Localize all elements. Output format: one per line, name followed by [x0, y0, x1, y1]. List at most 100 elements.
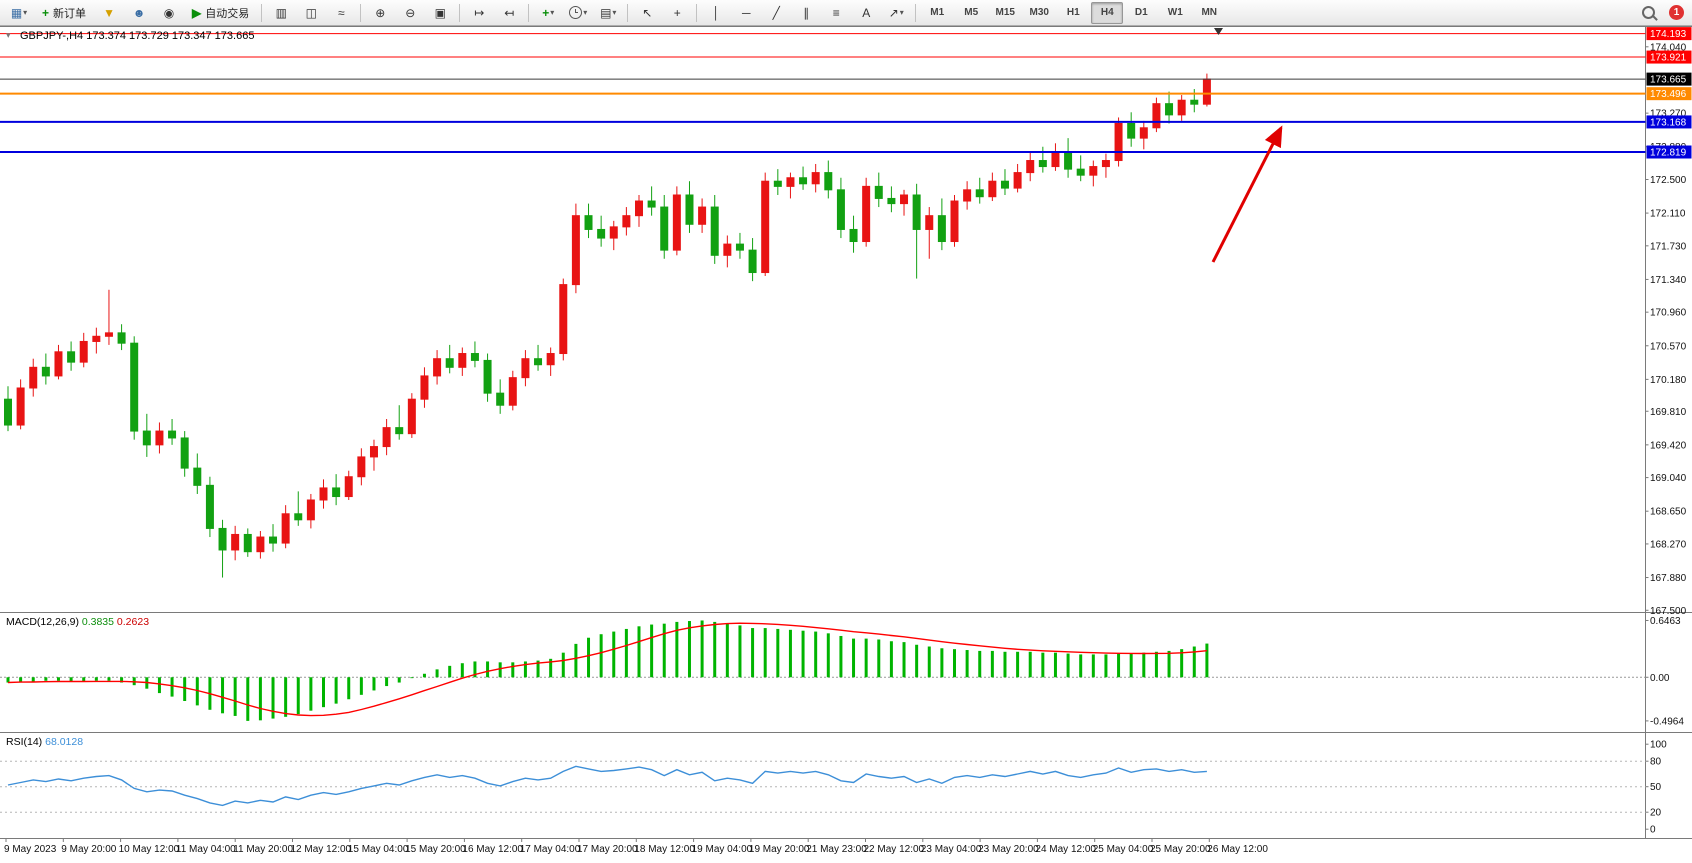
- auto-scroll-button[interactable]: ↦: [465, 2, 493, 24]
- rsi-axis-label: 80: [1650, 757, 1662, 768]
- community-button[interactable]: ◉: [155, 2, 183, 24]
- blue-level-line-1-tag: [1646, 115, 1692, 129]
- candle-body: [205, 484, 214, 529]
- notification-badge[interactable]: 1: [1669, 5, 1684, 20]
- candle-body: [571, 215, 580, 286]
- candle-body: [900, 194, 909, 205]
- chart-shift-marker[interactable]: [1214, 28, 1223, 35]
- timeframe-m1-button[interactable]: M1: [930, 7, 945, 18]
- candle-body: [54, 351, 63, 377]
- macd-name: MACD(12,26,9): [6, 616, 79, 628]
- candle-body: [950, 200, 959, 243]
- zoom-in-button[interactable]: ⊕: [366, 2, 394, 24]
- macd-value: 0.3835: [81, 616, 114, 628]
- vertical-line-tool-button[interactable]: │: [702, 2, 730, 24]
- candle-body: [925, 215, 934, 230]
- channel-tool-button[interactable]: ∥: [792, 2, 820, 24]
- orange-level-line-tag-label: 173.496: [1650, 89, 1687, 100]
- cursor-tool-button[interactable]: ↖: [633, 2, 661, 24]
- profile-button[interactable]: ☻: [125, 2, 153, 24]
- autotrading-button[interactable]: ▶ 自动交易: [185, 2, 256, 24]
- time-axis-label: 19 May 04:00: [692, 844, 753, 855]
- macd-indicator-label: MACD(12,26,9) 0.3835 0.2623: [6, 616, 149, 628]
- candle-body: [496, 392, 505, 406]
- macd-axis-label: 0.00: [1650, 673, 1670, 684]
- new-order-button[interactable]: + 新订单: [35, 2, 93, 24]
- one-click-trading-toggle[interactable]: ▾: [6, 30, 11, 40]
- plus-icon: +: [42, 5, 50, 20]
- funnel-icon: ▼: [103, 5, 115, 20]
- timeframe-w1-button[interactable]: W1: [1167, 7, 1183, 18]
- candle-body: [773, 180, 782, 187]
- tile-windows-button[interactable]: ▣: [426, 2, 454, 24]
- periods-button[interactable]: ▾: [564, 2, 592, 24]
- chart-shift-button[interactable]: ↤: [495, 2, 523, 24]
- indicators-button[interactable]: + ▾: [534, 2, 562, 24]
- macd-signal-value: 0.2623: [116, 616, 150, 628]
- main-toolbar: ▦ ▾ + 新订单 ▼ ☻ ◉ ▶ 自动交易 ▥ ◫ ≈ ⊕ ⊖ ▣ ↦ ↤: [0, 0, 1692, 26]
- time-axis-label: 11 May 20:00: [233, 844, 293, 855]
- trendline-tool-button[interactable]: ╱: [762, 2, 790, 24]
- candle-body: [912, 194, 921, 230]
- candlestick-chart-button[interactable]: ◫: [297, 2, 325, 24]
- candle-body: [117, 332, 126, 344]
- timeframe-m5-button[interactable]: M5: [964, 7, 979, 18]
- candle-body: [4, 398, 12, 426]
- new-chart-icon: ▦: [10, 5, 23, 20]
- rsi-line: [7, 765, 1207, 807]
- candle-body: [1013, 172, 1022, 189]
- new-chart-button[interactable]: ▦ ▾: [5, 2, 33, 24]
- annotation-arrow[interactable]: [1211, 125, 1283, 263]
- blue-level-line-2-tag-label: 172.819: [1650, 148, 1687, 159]
- play-icon: ▶: [192, 5, 202, 20]
- macd-axis-label: -0.4964: [1650, 716, 1684, 727]
- text-tool-button[interactable]: A: [852, 2, 880, 24]
- bid-price-line-tag-label: 173.665: [1650, 75, 1687, 86]
- candle-body: [218, 527, 227, 551]
- candle-body: [584, 215, 593, 230]
- zoom-in-icon: ⊕: [375, 5, 386, 20]
- chart-title: GBPJPY-,H4 173.374 173.729 173.347 173.6…: [20, 30, 255, 42]
- candle-body: [357, 456, 366, 478]
- candle-body: [382, 427, 391, 448]
- ohlc-bars-button[interactable]: ▥: [267, 2, 295, 24]
- candle-body: [1152, 103, 1161, 129]
- time-axis-label: 17 May 20:00: [577, 844, 638, 855]
- arrows-tool-button[interactable]: ↗ ▾: [882, 2, 910, 24]
- resistance-line-2-tag: [1646, 50, 1692, 64]
- time-axis-label: 16 May 12:00: [462, 844, 523, 855]
- chevron-down-icon: ▾: [23, 8, 28, 17]
- timeframe-m15-button[interactable]: M15: [995, 7, 1015, 18]
- fibonacci-tool-button[interactable]: ≡: [822, 2, 850, 24]
- rsi-axis-label: 100: [1650, 740, 1667, 751]
- templates-button[interactable]: ▤ ▾: [594, 2, 622, 24]
- timeframe-h1-button[interactable]: H1: [1066, 7, 1080, 18]
- bid-price-line-tag: [1646, 72, 1692, 86]
- time-axis-label: 15 May 20:00: [405, 844, 466, 855]
- zoom-out-button[interactable]: ⊖: [396, 2, 424, 24]
- candle-body: [470, 353, 479, 361]
- timeframe-d1-button[interactable]: D1: [1134, 7, 1148, 18]
- timeframe-m30-button[interactable]: M30: [1029, 7, 1049, 18]
- candle-body: [155, 430, 164, 446]
- horizontal-line-tool-button[interactable]: ─: [732, 2, 760, 24]
- price-axis-label: 170.180: [1650, 375, 1687, 386]
- timeframe-mn-button[interactable]: MN: [1201, 7, 1218, 18]
- candle-body: [1076, 168, 1085, 176]
- text-icon: A: [862, 5, 871, 20]
- market-button[interactable]: ▼: [95, 2, 123, 24]
- candle-body: [836, 189, 845, 230]
- search-button[interactable]: [1636, 2, 1664, 24]
- line-chart-button[interactable]: ≈: [327, 2, 355, 24]
- rsi-name: RSI(14): [6, 736, 43, 748]
- price-axis-label: 167.880: [1650, 573, 1687, 584]
- candle-body: [458, 353, 467, 368]
- candle-body: [1101, 160, 1110, 168]
- toolbar-separator: [528, 3, 530, 22]
- community-icon: ◉: [163, 5, 175, 20]
- candle-body: [647, 200, 656, 208]
- timeframe-h4-button[interactable]: H4: [1091, 1, 1124, 24]
- crosshair-tool-button[interactable]: +: [663, 2, 691, 24]
- price-axis-label: 172.110: [1650, 209, 1686, 220]
